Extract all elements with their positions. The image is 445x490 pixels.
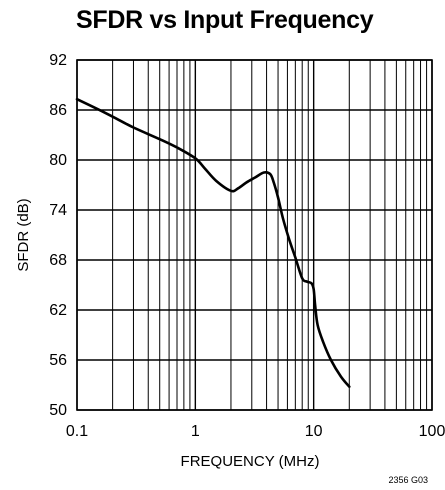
y-axis-label: SFDR (dB) <box>15 198 32 271</box>
plot-frame <box>76 59 433 411</box>
y-tick-label: 74 <box>49 202 67 219</box>
y-tick-label: 92 <box>49 52 67 69</box>
y-tick-label: 68 <box>49 252 67 269</box>
x-tick-label: 10 <box>305 423 323 440</box>
x-tick-label: 1 <box>191 423 200 440</box>
figure-id-annotation: 2356 G03 <box>388 475 428 485</box>
y-tick-label: 50 <box>49 402 67 419</box>
x-tick-label: 0.1 <box>66 423 88 440</box>
grid-lines <box>76 59 433 411</box>
y-tick-label: 62 <box>49 302 67 319</box>
x-axis-label: FREQUENCY (MHz) <box>181 453 320 470</box>
sfdr-series-line <box>75 97 351 388</box>
x-tick-labels: 0.1 1 10 100 <box>66 423 445 440</box>
x-tick-label: 100 <box>419 423 445 440</box>
y-tick-labels: 50 56 62 68 74 80 86 92 <box>49 52 67 419</box>
chart-title: SFDR vs Input Frequency <box>76 6 374 34</box>
y-tick-label: 56 <box>49 352 67 369</box>
y-tick-label: 80 <box>49 152 67 169</box>
y-tick-label: 86 <box>49 102 67 119</box>
